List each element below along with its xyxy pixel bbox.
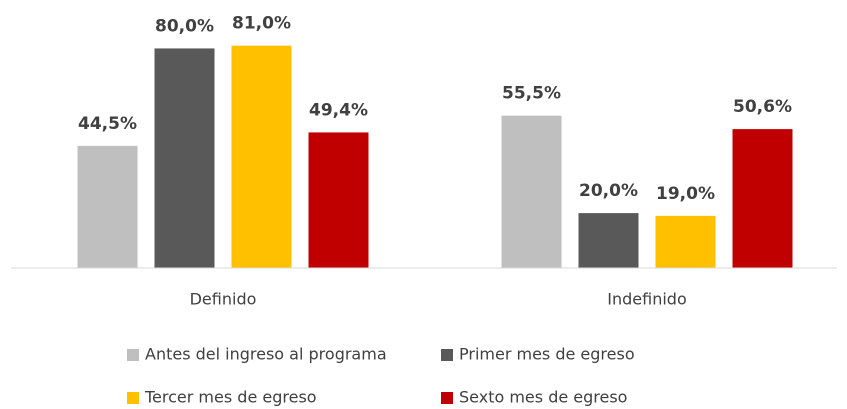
x-tick-label: Indefinido [607, 290, 686, 309]
legend-label: Tercer mes de egreso [144, 388, 317, 407]
legend-swatch [441, 349, 453, 361]
bar [501, 115, 562, 268]
data-label: 55,5% [502, 84, 561, 104]
bar [77, 145, 138, 268]
legend-swatch [441, 392, 453, 404]
data-label: 44,5% [78, 114, 137, 134]
bar [308, 132, 369, 268]
bar [154, 48, 215, 268]
legend-swatch [127, 392, 139, 404]
data-label: 81,0% [232, 14, 291, 34]
data-label: 50,6% [733, 97, 792, 117]
bar [655, 215, 716, 268]
data-label: 80,0% [155, 16, 214, 36]
legend-label: Sexto mes de egreso [459, 388, 627, 407]
bar [578, 213, 639, 268]
data-label: 19,0% [656, 184, 715, 204]
bar [732, 129, 793, 268]
legend-label: Primer mes de egreso [459, 345, 635, 364]
legend-label: Antes del ingreso al programa [145, 345, 387, 364]
legend-swatch [127, 349, 139, 361]
x-tick-label: Definido [190, 290, 257, 309]
bar [231, 45, 292, 269]
data-label: 20,0% [579, 181, 638, 201]
data-label: 49,4% [309, 100, 368, 120]
